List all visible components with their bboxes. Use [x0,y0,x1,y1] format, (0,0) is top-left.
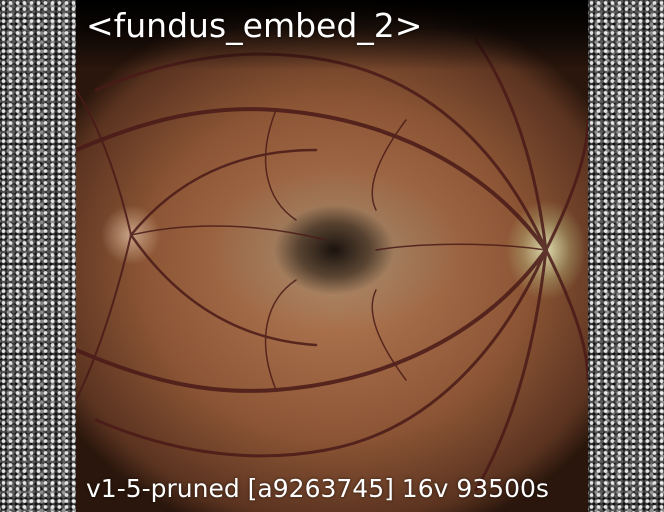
noise-panel-left [0,0,76,512]
retinal-vessels [76,38,588,492]
model-info-caption: v1-5-pruned [a9263745] 16v 93500s [86,474,549,503]
noise-panel-right [588,0,664,512]
fundus-image: <fundus_embed_2> v1-5-pruned [a9263745] … [76,0,588,512]
image-title: <fundus_embed_2> [86,6,423,45]
title-shade [76,0,588,70]
